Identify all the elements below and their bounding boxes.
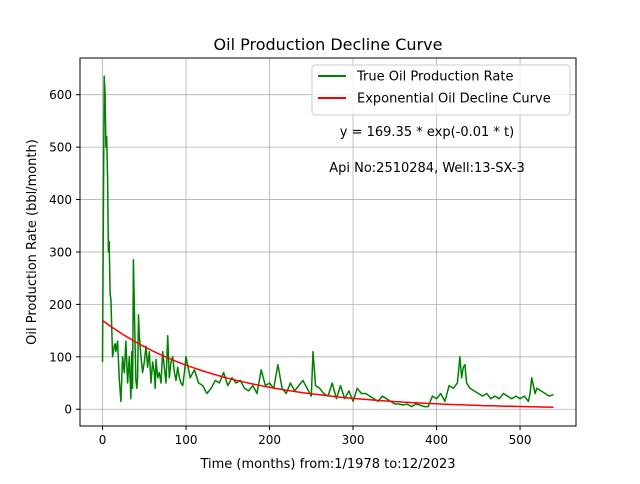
legend-label-true-rate: True Oil Production Rate xyxy=(356,70,513,85)
x-tick-label: 400 xyxy=(425,433,448,447)
y-tick-label: 0 xyxy=(64,403,72,417)
legend: True Oil Production Rate Exponential Oil… xyxy=(311,64,571,116)
y-tick-label: 100 xyxy=(49,350,72,364)
y-tick-label: 300 xyxy=(49,245,72,259)
axis-ticks: 0 100 200 300 400 500 0 100 200 300 400 500 600 xyxy=(49,88,531,447)
data-layer xyxy=(101,75,554,408)
x-axis-label: Time (months) from:1/1978 to:12/2023 xyxy=(199,457,455,472)
well-annotation: Api No:2510284, Well:13-SX-3 xyxy=(329,161,525,176)
legend-label-decline-curve: Exponential Oil Decline Curve xyxy=(357,92,551,107)
y-tick-label: 600 xyxy=(49,88,72,102)
chart-title: Oil Production Decline Curve xyxy=(214,35,443,54)
plot-frame xyxy=(79,57,577,427)
x-tick-label: 200 xyxy=(258,433,281,447)
y-axis-label: Oil Production Rate (bbl/month) xyxy=(25,139,40,345)
series-line-exponential-decline-curve xyxy=(102,319,554,408)
x-tick-label: 500 xyxy=(509,433,532,447)
legend-box xyxy=(311,64,571,116)
y-tick-label: 500 xyxy=(49,141,72,155)
y-tick-label: 400 xyxy=(49,193,72,207)
x-tick-label: 100 xyxy=(175,433,198,447)
x-tick-label: 300 xyxy=(342,433,365,447)
x-tick-label: 0 xyxy=(99,433,107,447)
equation-annotation: y = 169.35 * exp(-0.01 * t) xyxy=(340,125,514,140)
series-line-true-production-rate xyxy=(101,75,554,408)
y-tick-label: 200 xyxy=(49,298,72,312)
